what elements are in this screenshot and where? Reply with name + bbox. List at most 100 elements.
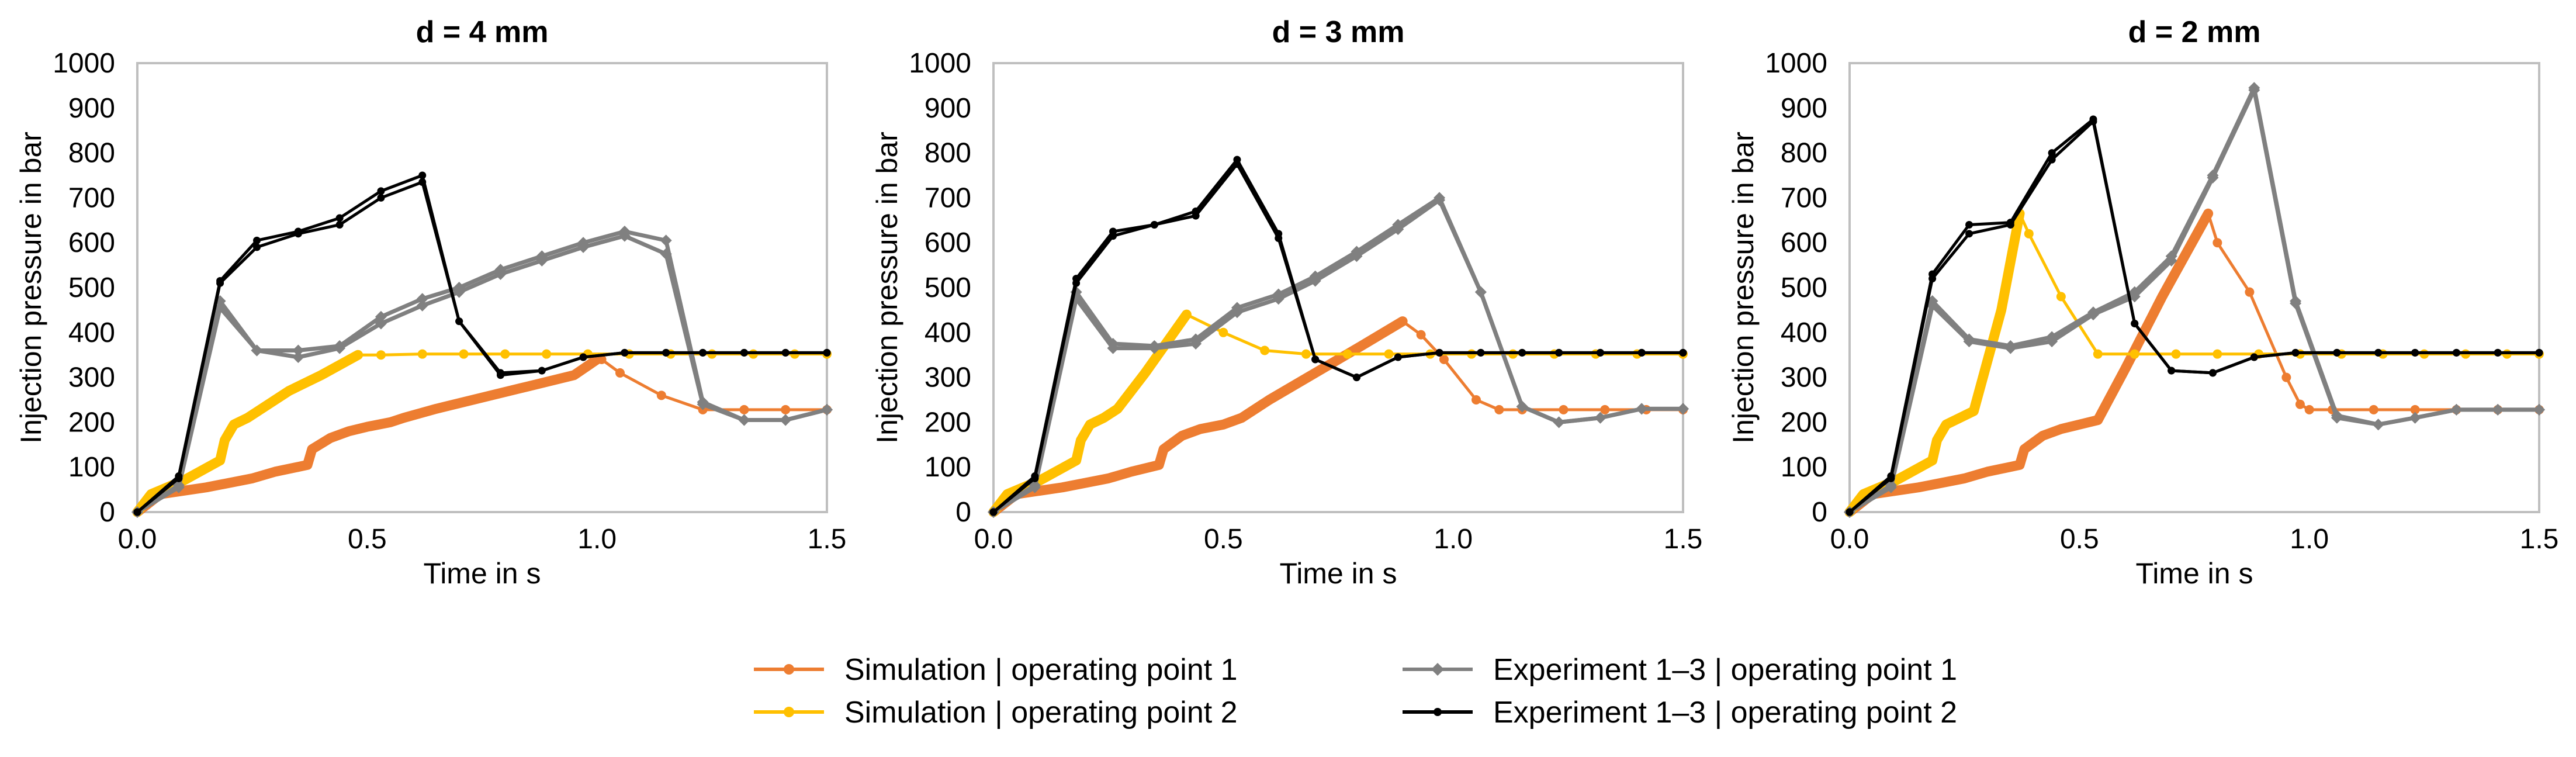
data-point [1928, 275, 1937, 283]
data-point [2452, 348, 2460, 357]
data-point [2048, 149, 2056, 157]
series-line [1848, 117, 2539, 513]
y-tick-label: 100 [1781, 452, 1827, 483]
x-tick-label: 1.0 [577, 524, 617, 555]
y-tick-label: 600 [925, 227, 971, 258]
data-point [2130, 349, 2139, 359]
data-point [1594, 412, 1606, 424]
series-line-thick [132, 354, 603, 517]
series-line [1848, 88, 2539, 514]
data-point [2093, 349, 2103, 359]
data-point [597, 354, 607, 364]
series-line [136, 234, 827, 514]
legend-item-3: Experiment 1–3 | operating point 1 [1403, 653, 1957, 687]
series-5 [989, 155, 1687, 516]
chart-panels: d = 4 mm01002003004005006007008009001000… [15, 15, 2558, 590]
data-point [494, 268, 507, 280]
data-point [2331, 412, 2343, 424]
data-point [1965, 220, 1973, 229]
data-point [2304, 405, 2314, 414]
series-3 [131, 226, 833, 518]
data-point [1260, 345, 1270, 355]
data-point [2492, 403, 2504, 416]
x-tick-label: 1.5 [2520, 524, 2559, 555]
data-point [780, 414, 792, 426]
data-point [2245, 287, 2255, 297]
y-tick-label: 700 [925, 182, 971, 213]
data-point [699, 348, 707, 357]
data-point [2171, 349, 2181, 359]
data-point [781, 405, 791, 414]
data-point [2024, 229, 2034, 238]
data-point [2372, 419, 2384, 431]
data-point [377, 193, 385, 202]
data-point [1474, 286, 1487, 298]
data-point [2411, 348, 2419, 357]
series-6 [1846, 117, 2543, 516]
data-point [2004, 342, 2017, 354]
data-point [2168, 367, 2176, 375]
y-tick-label: 900 [1781, 93, 1827, 124]
y-tick-label: 600 [68, 227, 115, 258]
y-tick-label: 400 [1781, 317, 1827, 348]
data-point [2369, 405, 2378, 414]
data-point [1600, 405, 1610, 414]
data-point [335, 214, 344, 222]
data-point [1301, 349, 1311, 359]
data-point [1559, 405, 1569, 414]
chart-panel-2: d = 3 mm 0 100 200 300 400 500 600 700 800 900 1000… [871, 15, 1702, 590]
data-point [2128, 291, 2141, 303]
data-point [2409, 412, 2421, 424]
x-tick-label: 1.5 [1664, 524, 1703, 555]
legend-marker [784, 707, 794, 717]
data-point [1965, 230, 1973, 238]
y-tick-label: 300 [1781, 362, 1827, 393]
data-point [292, 351, 304, 364]
data-point [1636, 403, 1648, 415]
data-point [376, 350, 386, 360]
series-line [2207, 213, 2539, 412]
legend: Simulation | operating point 1 Simulation… [754, 653, 1957, 730]
data-point [656, 390, 666, 400]
chart-panel-3: d = 2 mm 0 100 200 300 400 500 600 700 800 900 1000… [1727, 15, 2558, 590]
data-point [416, 299, 428, 312]
series-4 [1844, 84, 2545, 518]
data-point [1846, 508, 1854, 516]
data-point [1218, 327, 1228, 337]
y-tick-label: 100 [925, 452, 971, 483]
data-point [417, 349, 427, 359]
data-point [294, 230, 302, 238]
series-line [1848, 120, 2539, 513]
x-tick-label: 1.5 [808, 524, 847, 555]
series-line [992, 198, 1683, 514]
series-3 [1844, 82, 2545, 518]
data-point [660, 234, 672, 247]
series-line [597, 358, 827, 412]
legend-item-4: Experiment 1–3 | operating point 2 [1403, 696, 1957, 730]
plot-area [1848, 62, 2540, 513]
series-line [992, 163, 1683, 513]
series-1 [988, 316, 1688, 517]
data-point [660, 248, 672, 260]
y-tick-label: 0 [955, 497, 971, 528]
series-line-thick [1844, 208, 2214, 517]
data-point [2450, 403, 2463, 416]
data-point [1384, 349, 1394, 359]
y-tick-label: 600 [1781, 227, 1827, 258]
series-line [136, 174, 827, 513]
x-tick-label: 0.5 [1204, 524, 1243, 555]
x-axis-label: Time in s [1280, 557, 1397, 590]
series-6 [989, 160, 1687, 516]
data-point [2208, 369, 2217, 377]
x-axis-label: Time in s [424, 557, 541, 590]
data-point [2131, 319, 2139, 327]
data-point [1351, 250, 1363, 262]
data-point [1029, 481, 1041, 493]
chart-title: d = 4 mm [416, 15, 549, 49]
legend-label: Simulation | operating point 2 [844, 696, 1238, 730]
data-point [989, 508, 998, 516]
data-point [2533, 403, 2545, 416]
series-line [1848, 85, 2539, 514]
data-point [253, 236, 261, 244]
data-point [214, 302, 226, 314]
